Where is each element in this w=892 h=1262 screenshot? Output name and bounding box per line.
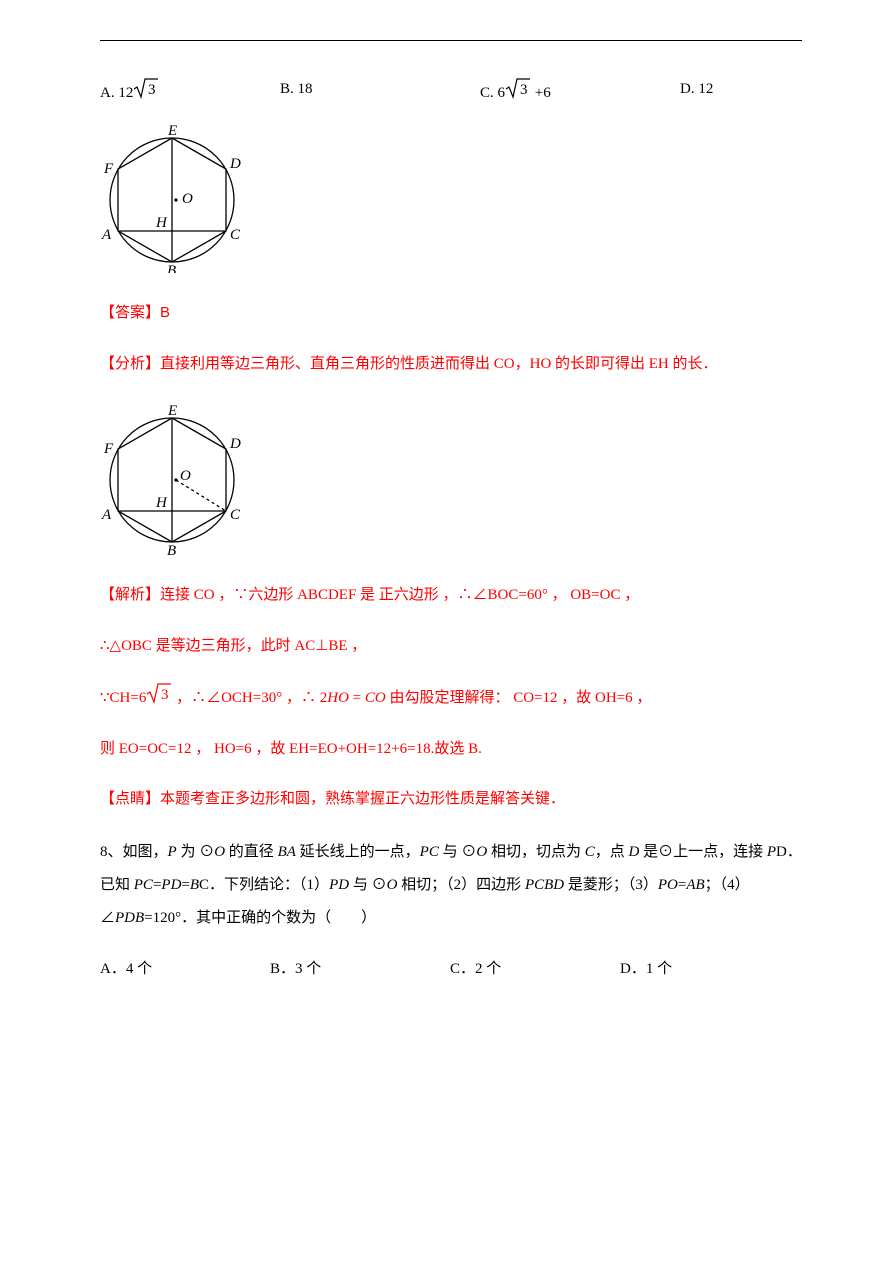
answer-line: 【答案】B — [100, 299, 802, 328]
comment-text: 本题考查正多边形和圆，熟练掌握正六边形性质是解答关键． — [160, 791, 565, 807]
comment-line: 【点睛】本题考查正多边形和圆，熟练掌握正六边形性质是解答关键． — [100, 785, 802, 814]
answer-label: 【答案】 — [100, 305, 160, 321]
q8-option-d: D．1 个 — [620, 957, 802, 981]
svg-text:A: A — [101, 507, 112, 523]
options-row: A. 12 3 B. 18 C. 6 3 +6 D. 12 — [100, 77, 802, 105]
svg-text:B: B — [167, 263, 176, 273]
svg-text:3: 3 — [148, 82, 156, 98]
q8-option-b: B．3 个 — [270, 957, 450, 981]
analysis-label: 【分析】 — [100, 356, 160, 372]
solution-line-2: ∴△OBC 是等边三角形，此时 AC⊥BE ， — [100, 632, 802, 661]
question-8: 8、如图，P 为 ⊙O 的直径 BA 延长线上的一点，PC 与 ⊙O 相切，切点… — [100, 836, 802, 935]
solution-line-1: 【解析】连接 CO ，∵六边形 ABCDEF 是 正六边形 ，∴∠BOC=60°… — [100, 581, 802, 610]
q8-option-a: A．4 个 — [100, 957, 270, 981]
svg-text:O: O — [180, 468, 191, 484]
solution-line-3: ∵CH=6 3 ，∴∠OCH=30° ，∴ 2HO = CO 由勾股定理解得： C… — [100, 682, 802, 713]
answer-value: B — [160, 304, 170, 321]
svg-text:F: F — [103, 161, 114, 177]
figure-2: E D F O H A C B — [100, 400, 802, 563]
sqrt-icon: 3 — [146, 682, 172, 704]
solution-line-4: 则 EO=OC=12 ， HO=6 ，故 EH=EO+OH=12+6=18.故选… — [100, 735, 802, 764]
option-a-prefix: A. 12 — [100, 85, 133, 101]
solution-3eq: 2HO = CO — [316, 690, 386, 706]
svg-text:E: E — [167, 403, 177, 419]
svg-text:3: 3 — [520, 82, 528, 98]
svg-text:D: D — [229, 156, 241, 172]
option-c-prefix: C. 6 — [480, 85, 505, 101]
figure-1: E D F O H A C B — [100, 123, 802, 281]
svg-text:3: 3 — [161, 687, 169, 703]
solution-text-1: 连接 CO ，∵六边形 ABCDEF 是 正六边形 ，∴∠BOC=60° ， O… — [160, 587, 639, 603]
q8-body: P — [168, 844, 177, 860]
analysis-line: 【分析】直接利用等边三角形、直角三角形的性质进而得出 CO，HO 的长即可得出 … — [100, 350, 802, 379]
option-b: B. 18 — [280, 77, 480, 105]
q8-prefix: 8、如图， — [100, 844, 168, 860]
svg-text:C: C — [230, 227, 241, 243]
comment-label: 【点睛】 — [100, 791, 160, 807]
svg-text:H: H — [155, 215, 168, 231]
option-a: A. 12 3 — [100, 77, 280, 105]
option-c-suffix: +6 — [531, 85, 551, 101]
svg-text:E: E — [167, 123, 177, 139]
solution-3a: ∵CH=6 — [100, 690, 146, 706]
sqrt-icon: 3 — [133, 77, 159, 99]
top-rule — [100, 40, 802, 41]
svg-text:D: D — [229, 436, 241, 452]
solution-3b: ，∴∠OCH=30° ，∴ — [172, 690, 316, 706]
analysis-text: 直接利用等边三角形、直角三角形的性质进而得出 CO，HO 的长即可得出 EH 的… — [160, 356, 718, 372]
q8-options-row: A．4 个 B．3 个 C．2 个 D．1 个 — [100, 957, 802, 981]
svg-text:B: B — [167, 543, 176, 555]
option-c: C. 6 3 +6 — [480, 77, 680, 105]
svg-text:O: O — [182, 191, 193, 207]
svg-text:H: H — [155, 495, 168, 511]
option-d: D. 12 — [680, 77, 802, 105]
q8-option-c: C．2 个 — [450, 957, 620, 981]
svg-text:C: C — [230, 507, 241, 523]
svg-text:A: A — [101, 227, 112, 243]
svg-text:F: F — [103, 441, 114, 457]
solution-label: 【解析】 — [100, 587, 160, 603]
sqrt-icon: 3 — [505, 77, 531, 99]
solution-3c: 由勾股定理解得： CO=12 ，故 OH=6 ， — [386, 690, 652, 706]
